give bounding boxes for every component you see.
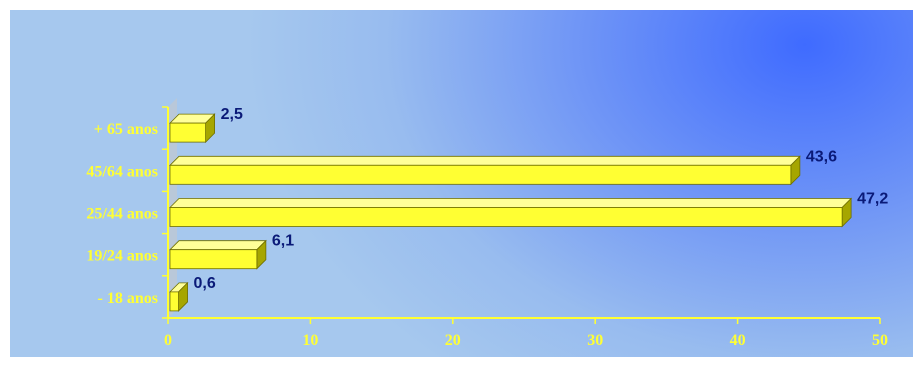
bar-top-face	[169, 198, 853, 208]
x-tick-label: 20	[445, 332, 461, 349]
x-tick-label: 10	[302, 332, 318, 349]
x-tick-label: 50	[872, 332, 888, 349]
bar	[169, 122, 206, 143]
data-label: 43,6	[806, 148, 837, 165]
data-label: 0,6	[194, 275, 216, 292]
x-tick-label: 30	[587, 332, 603, 349]
bar	[169, 164, 792, 185]
data-label: 6,1	[272, 233, 294, 250]
chart-area: 0 10 20 30 40 50 0,6 - 18 anos 6,1 19/24 anos 47,2…	[10, 10, 913, 357]
bar	[169, 207, 843, 227]
bar	[169, 291, 179, 312]
category-label: - 18 anos	[98, 290, 158, 307]
x-tick-label: 0	[164, 332, 172, 349]
category-label: + 65 anos	[94, 121, 158, 138]
data-label: 47,2	[857, 191, 888, 208]
category-label: 25/44 anos	[86, 206, 158, 223]
category-label: 19/24 anos	[86, 248, 158, 265]
category-label: 45/64 anos	[86, 163, 158, 180]
bar	[169, 249, 258, 270]
x-tick-label: 40	[730, 332, 746, 349]
bar-chart: 0 10 20 30 40 50 0,6 - 18 anos 6,1 19/24 anos 47,2…	[86, 98, 888, 349]
bar-top-face	[169, 240, 267, 251]
data-label: 2,5	[221, 106, 243, 123]
bar-top-face	[169, 155, 801, 166]
